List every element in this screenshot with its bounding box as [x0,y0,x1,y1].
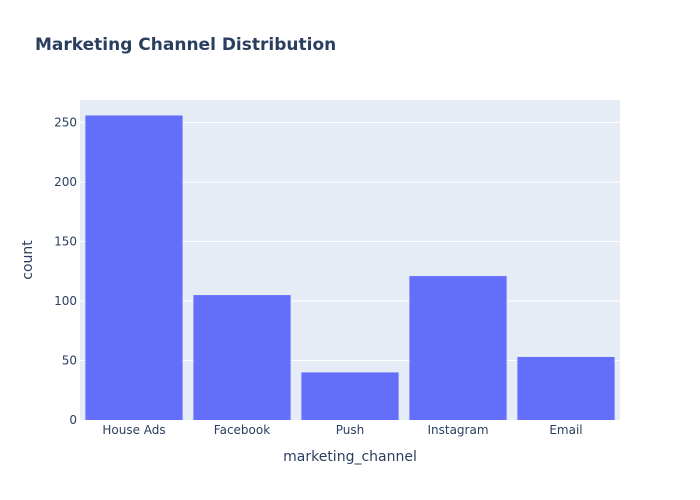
y-tick-label: 150 [54,235,77,249]
bar-instagram[interactable] [409,276,507,420]
y-tick-label: 100 [54,294,77,308]
bar-email[interactable] [517,356,615,420]
bar-facebook[interactable] [193,295,291,420]
y-axis-ticks: 0 50 100 150 200 250 [54,116,77,427]
y-tick-label: 50 [62,354,77,368]
x-tick-label: Push [336,423,365,437]
y-tick-label: 0 [69,413,77,427]
y-tick-label: 250 [54,116,77,130]
bars [85,115,615,420]
x-tick-label: Email [549,423,582,437]
bar-push[interactable] [301,372,399,420]
x-axis-ticks: House Ads Facebook Push Instagram Email [102,423,582,437]
x-tick-label: Facebook [214,423,270,437]
chart-title: Marketing Channel Distribution [35,35,336,55]
x-tick-label: Instagram [427,423,488,437]
x-axis-label: marketing_channel [283,449,417,465]
y-tick-label: 200 [54,175,77,189]
y-axis-label: count [20,240,36,280]
x-tick-label: House Ads [102,423,165,437]
bar-house-ads[interactable] [85,115,183,420]
